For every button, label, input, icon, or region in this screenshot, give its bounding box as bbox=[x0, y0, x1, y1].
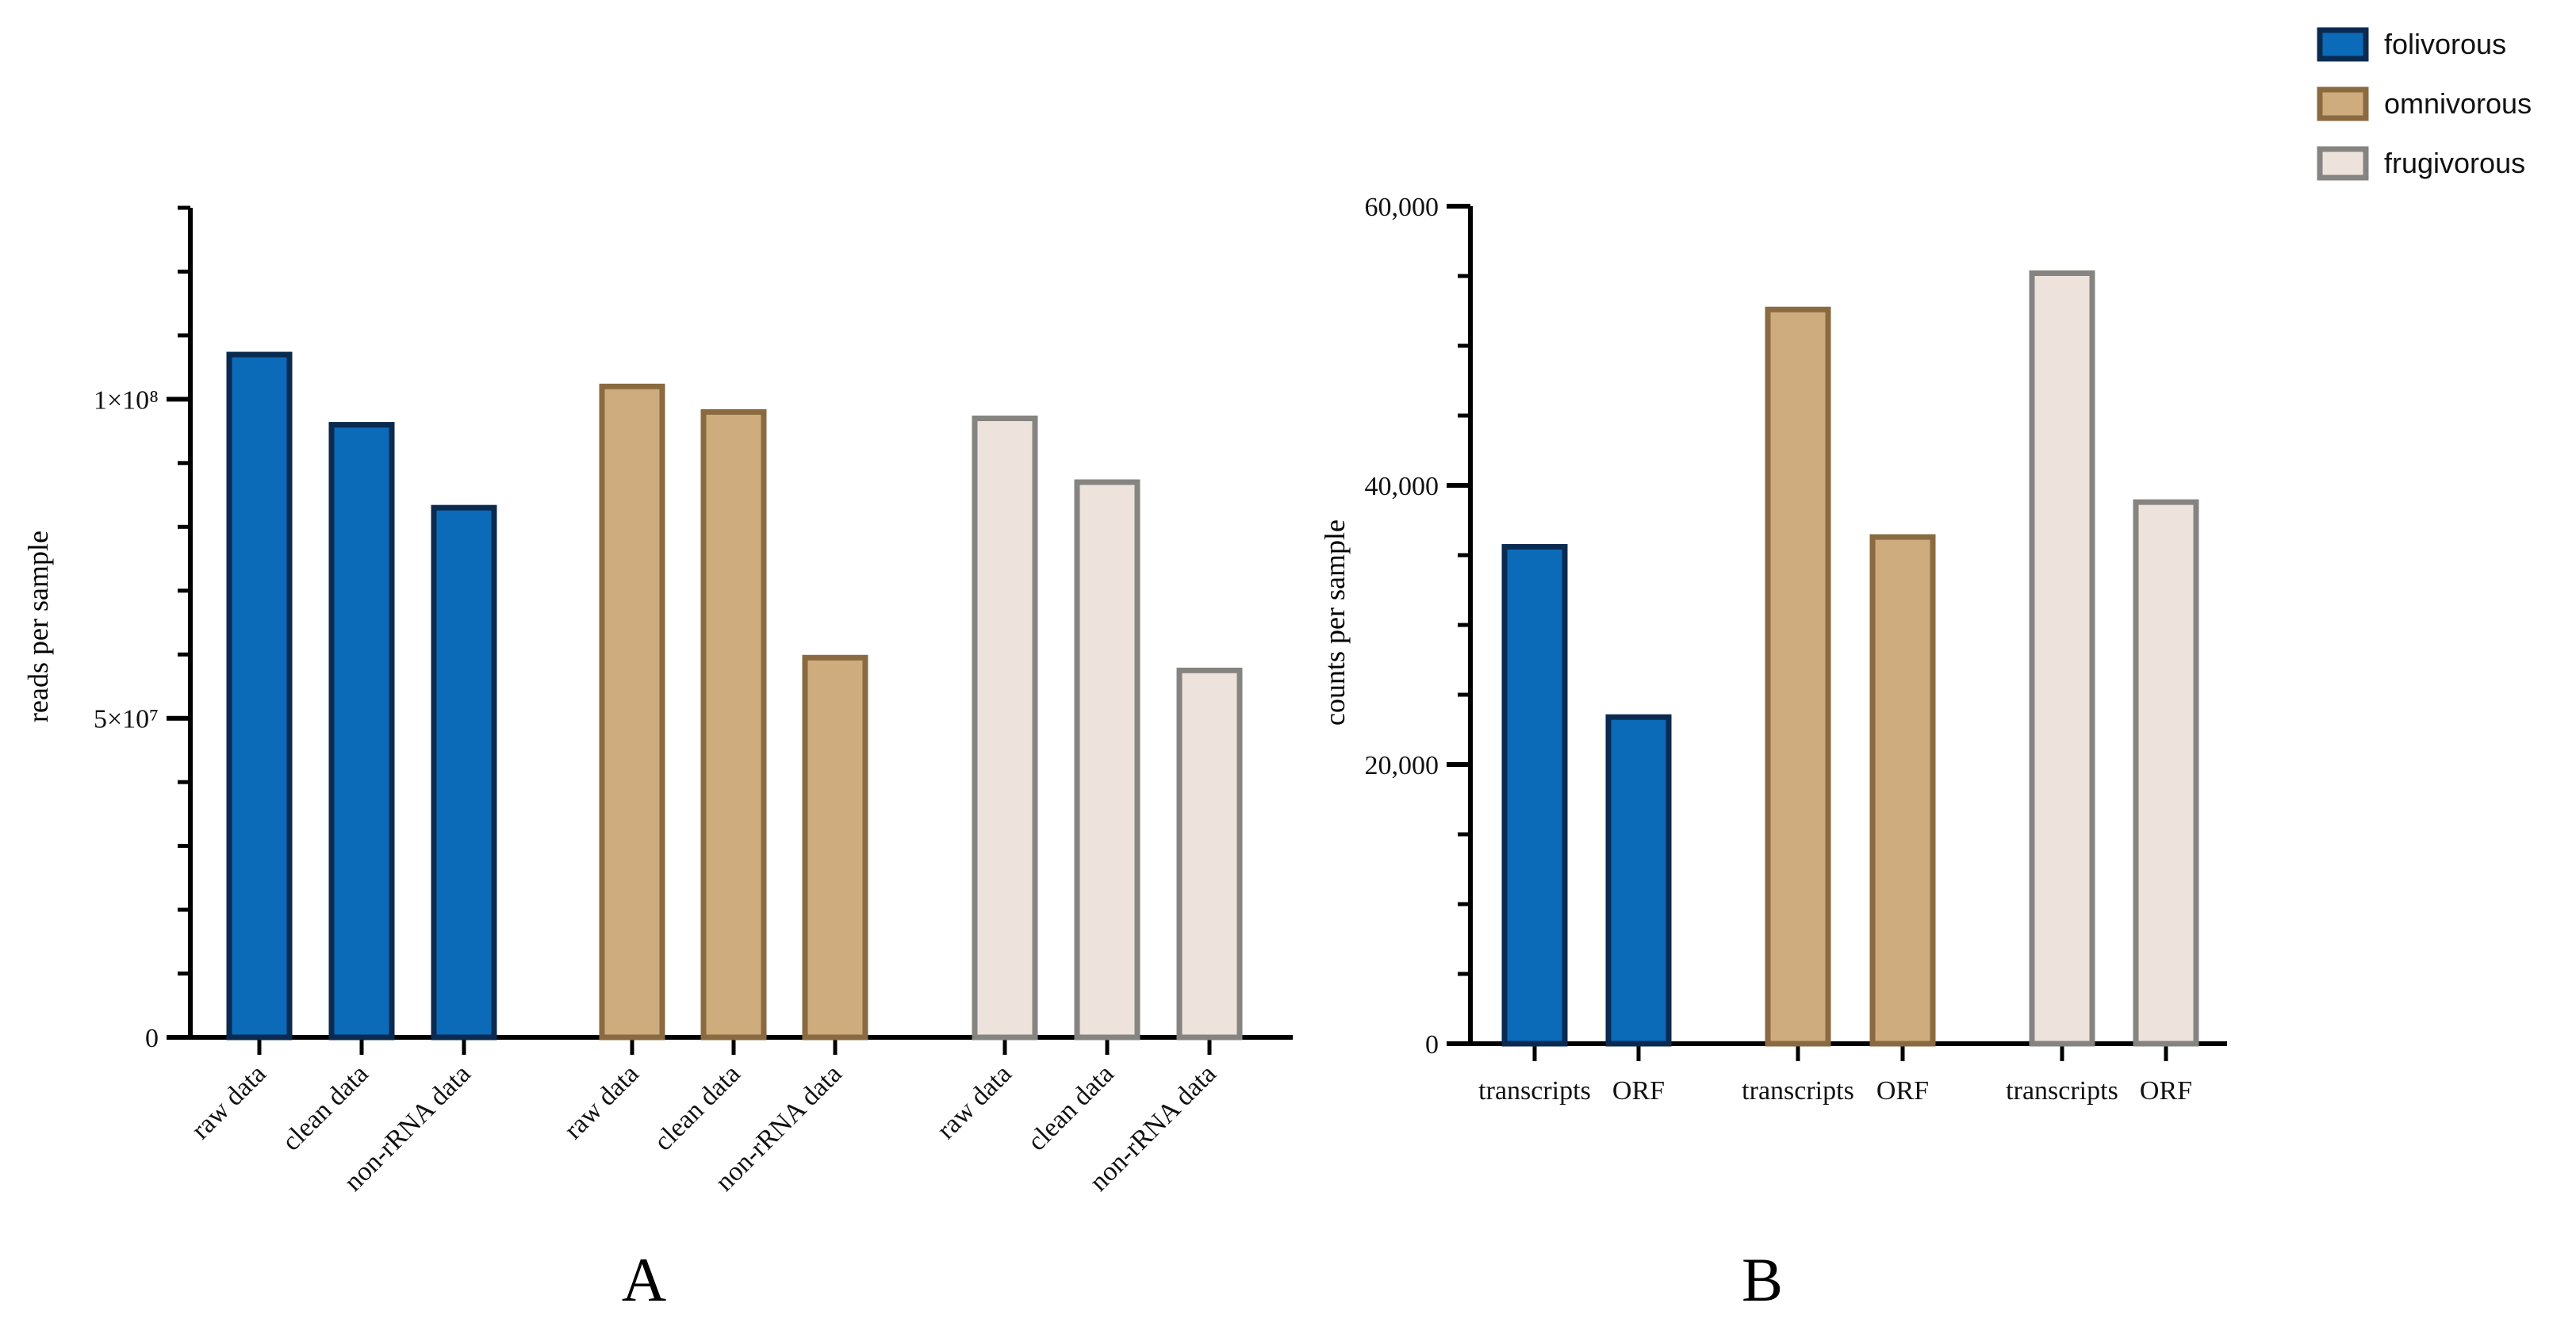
panel-a-x-tick-label: raw data bbox=[931, 1059, 1017, 1144]
panel-a-x-tick-label: raw data bbox=[186, 1059, 271, 1144]
panel-b-y-axis-label: counts per sample bbox=[1319, 519, 1351, 726]
legend-swatch-frugivorous bbox=[2317, 146, 2369, 181]
panel-b-bar-frugivorous-transcripts bbox=[2029, 270, 2095, 1047]
panel-a-x-tick-label: raw data bbox=[558, 1059, 644, 1144]
panel-a-x-tick-label: clean data bbox=[649, 1059, 746, 1156]
panel-a-letter: A bbox=[622, 1245, 666, 1314]
panel-a-bar-frugivorous-raw-data bbox=[972, 416, 1038, 1041]
panel-b-y-tick-label: 0 bbox=[1425, 1030, 1439, 1060]
panel-b-labels: transcripts ORF transcripts ORF transcripts O… bbox=[1478, 1076, 2192, 1106]
panel-b-letter: B bbox=[1742, 1245, 1783, 1314]
panel-b-x-tick-label: ORF bbox=[2140, 1076, 2192, 1106]
panel-a-bar-folivorous-raw-data bbox=[226, 351, 293, 1041]
panel-b-x-tick-label: transcripts bbox=[1742, 1076, 1854, 1106]
panel-b-y-tick-label: 40,000 bbox=[1365, 472, 1439, 501]
panel-a-bars bbox=[226, 351, 1243, 1041]
legend-swatch-omnivorous bbox=[2317, 86, 2369, 121]
legend: folivorous omnivorous frugivorous bbox=[2317, 27, 2532, 181]
panel-b-x-tick-label: transcripts bbox=[2006, 1076, 2118, 1106]
panel-a-bar-omnivorous-non-rRNA-data bbox=[802, 654, 868, 1041]
panel-b-x-tick-label: ORF bbox=[1876, 1076, 1929, 1106]
panel-b-bar-folivorous-ORF bbox=[1605, 714, 1672, 1047]
panel-a-bar-omnivorous-raw-data bbox=[599, 383, 665, 1041]
panel-b-axes: 0 20,000 40,000 60,000 bbox=[1365, 193, 2227, 1061]
panel-a-x-tick-label: clean data bbox=[1022, 1059, 1120, 1156]
legend-label-omnivorous: omnivorous bbox=[2384, 87, 2532, 120]
legend-swatch-folivorous bbox=[2317, 27, 2369, 62]
panel-a-bar-folivorous-non-rRNA-data bbox=[431, 504, 497, 1041]
legend-label-folivorous: folivorous bbox=[2384, 28, 2506, 60]
panel-b-x-tick-label: ORF bbox=[1612, 1076, 1665, 1106]
panel-a-bar-frugivorous-clean-data bbox=[1074, 479, 1140, 1041]
panel-a-y-tick-label: 5×10⁷ bbox=[94, 705, 159, 734]
panel-a-bar-frugivorous-non-rRNA-data bbox=[1176, 667, 1243, 1041]
panel-a-bar-folivorous-clean-data bbox=[328, 422, 395, 1041]
panel-b-bar-omnivorous-transcripts bbox=[1765, 306, 1831, 1047]
panel-b-y-tick-label: 20,000 bbox=[1365, 751, 1439, 780]
panel-a-y-axis-label: reads per sample bbox=[22, 531, 54, 722]
panel-a-bar-omnivorous-clean-data bbox=[700, 408, 767, 1041]
legend-label-frugivorous: frugivorous bbox=[2384, 147, 2525, 179]
panel-b-bars bbox=[1501, 270, 2199, 1047]
panel-b-y-tick-label: 60,000 bbox=[1365, 193, 1439, 222]
panel-a-y-tick-label: 0 bbox=[145, 1024, 159, 1053]
panel-a-y-tick-label: 1×10⁸ bbox=[94, 385, 159, 415]
panel-b-bar-frugivorous-ORF bbox=[2133, 499, 2199, 1047]
panel-b-bar-omnivorous-ORF bbox=[1869, 534, 1936, 1047]
panel-b-bar-folivorous-transcripts bbox=[1501, 543, 1568, 1047]
panel-a-x-tick-label: clean data bbox=[277, 1059, 374, 1156]
panel-b-x-tick-label: transcripts bbox=[1478, 1076, 1591, 1106]
